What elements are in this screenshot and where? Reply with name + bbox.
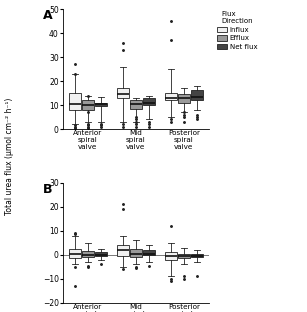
Text: A: A [42, 9, 52, 22]
PathPatch shape [130, 100, 142, 109]
Text: Total urea flux (μmol cm⁻² h⁻¹): Total urea flux (μmol cm⁻² h⁻¹) [5, 97, 14, 215]
PathPatch shape [178, 94, 190, 103]
PathPatch shape [191, 90, 203, 100]
PathPatch shape [143, 250, 155, 255]
PathPatch shape [82, 251, 94, 257]
PathPatch shape [95, 252, 107, 256]
PathPatch shape [178, 254, 190, 258]
PathPatch shape [69, 249, 81, 258]
PathPatch shape [82, 100, 94, 110]
PathPatch shape [117, 245, 129, 256]
Legend: Influx, Efflux, Net flux: Influx, Efflux, Net flux [217, 10, 258, 51]
PathPatch shape [143, 98, 155, 105]
PathPatch shape [165, 93, 177, 100]
PathPatch shape [165, 252, 177, 260]
Text: B: B [42, 183, 52, 196]
PathPatch shape [117, 88, 129, 98]
PathPatch shape [191, 254, 203, 257]
PathPatch shape [69, 93, 81, 110]
PathPatch shape [130, 249, 142, 257]
PathPatch shape [95, 103, 107, 106]
